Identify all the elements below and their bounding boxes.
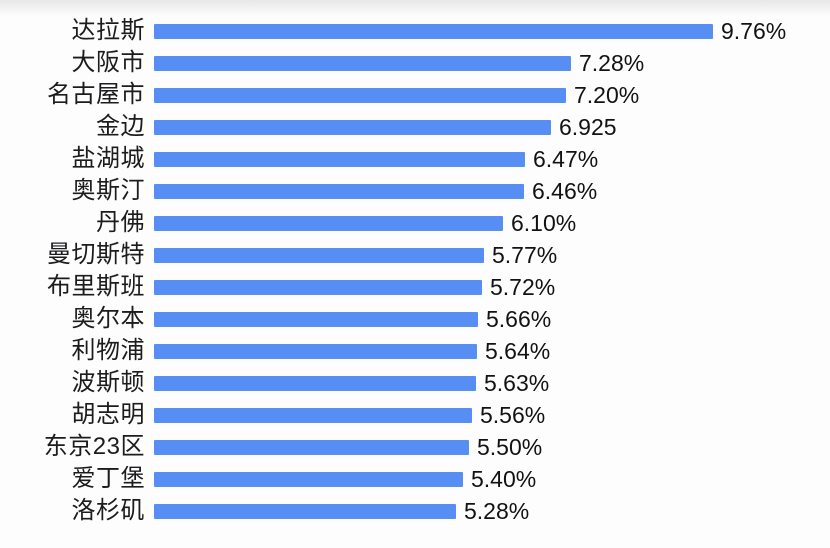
bar (154, 503, 456, 519)
bar-track: 5.40% (154, 465, 830, 492)
bar (154, 439, 469, 455)
bar-row: 布里斯班 5.72% (0, 271, 830, 303)
category-label: 布里斯班 (47, 273, 145, 300)
bar-track: 7.20% (154, 81, 830, 108)
value-label: 7.20% (574, 81, 640, 108)
bar-chart: 达拉斯 9.76% 大阪市 7.28% 名古屋市 7.20% 金边 6.925 … (0, 15, 830, 527)
value-label: 5.66% (486, 305, 552, 332)
bar (154, 55, 571, 71)
category-label: 东京23区 (43, 433, 145, 460)
value-label: 6.47% (533, 145, 599, 172)
bar (154, 183, 524, 199)
bar-track: 7.28% (154, 49, 830, 76)
category-label: 利物浦 (71, 337, 145, 364)
category-label: 名古屋市 (47, 81, 145, 108)
category-label: 奥尔本 (71, 305, 145, 332)
value-label: 5.50% (477, 433, 543, 460)
bar-row: 达拉斯 9.76% (0, 15, 830, 47)
category-label: 奥斯汀 (71, 177, 145, 204)
category-label: 曼切斯特 (47, 241, 145, 268)
bar-track: 5.56% (154, 401, 830, 428)
bar-track: 5.28% (154, 497, 830, 524)
bar-track: 5.63% (154, 369, 830, 396)
category-label: 金边 (96, 113, 145, 140)
bar-track: 5.64% (154, 337, 830, 364)
bar-track: 6.925 (154, 113, 830, 140)
bar-row: 奥斯汀 6.46% (0, 175, 830, 207)
bar-track: 6.10% (154, 209, 830, 236)
bar-row: 盐湖城 6.47% (0, 143, 830, 175)
bar-track: 5.66% (154, 305, 830, 332)
bar (154, 375, 476, 391)
bar (154, 23, 713, 39)
bar (154, 407, 472, 423)
bar-track: 5.72% (154, 273, 830, 300)
category-label: 波斯顿 (71, 369, 145, 396)
bar (154, 279, 482, 295)
bar (154, 343, 477, 359)
bar (154, 151, 525, 167)
bar (154, 215, 503, 231)
value-label: 5.63% (484, 369, 550, 396)
bar-row: 利物浦 5.64% (0, 335, 830, 367)
bar-track: 5.50% (154, 433, 830, 460)
value-label: 5.64% (485, 337, 551, 364)
value-label: 5.28% (464, 497, 530, 524)
bar (154, 87, 566, 103)
bar-track: 6.46% (154, 177, 830, 204)
bar-row: 爱丁堡 5.40% (0, 463, 830, 495)
bar-row: 波斯顿 5.63% (0, 367, 830, 399)
value-label: 5.40% (471, 465, 537, 492)
value-label: 7.28% (579, 49, 645, 76)
bar-row: 奥尔本 5.66% (0, 303, 830, 335)
bar-track: 5.77% (154, 241, 830, 268)
bar-row: 金边 6.925 (0, 111, 830, 143)
category-label: 大阪市 (71, 49, 145, 76)
bar-track: 6.47% (154, 145, 830, 172)
bar (154, 119, 551, 135)
category-label: 达拉斯 (71, 17, 145, 44)
bar-row: 名古屋市 7.20% (0, 79, 830, 111)
bar-row: 胡志明 5.56% (0, 399, 830, 431)
value-label: 6.925 (559, 113, 617, 140)
category-label: 爱丁堡 (71, 465, 145, 492)
bar-row: 曼切斯特 5.77% (0, 239, 830, 271)
value-label: 6.46% (532, 177, 598, 204)
value-label: 9.76% (721, 17, 787, 44)
value-label: 5.77% (492, 241, 558, 268)
bar (154, 471, 463, 487)
bar (154, 311, 478, 327)
value-label: 6.10% (511, 209, 577, 236)
value-label: 5.72% (490, 273, 556, 300)
bar-row: 东京23区 5.50% (0, 431, 830, 463)
category-label: 丹佛 (96, 209, 145, 236)
category-label: 盐湖城 (71, 145, 145, 172)
category-label: 洛杉矶 (71, 497, 145, 524)
bar-row: 丹佛 6.10% (0, 207, 830, 239)
bar-row: 洛杉矶 5.28% (0, 495, 830, 527)
category-label: 胡志明 (71, 401, 145, 428)
bar-row: 大阪市 7.28% (0, 47, 830, 79)
bar (154, 247, 484, 263)
bar-track: 9.76% (154, 17, 830, 44)
value-label: 5.56% (480, 401, 546, 428)
